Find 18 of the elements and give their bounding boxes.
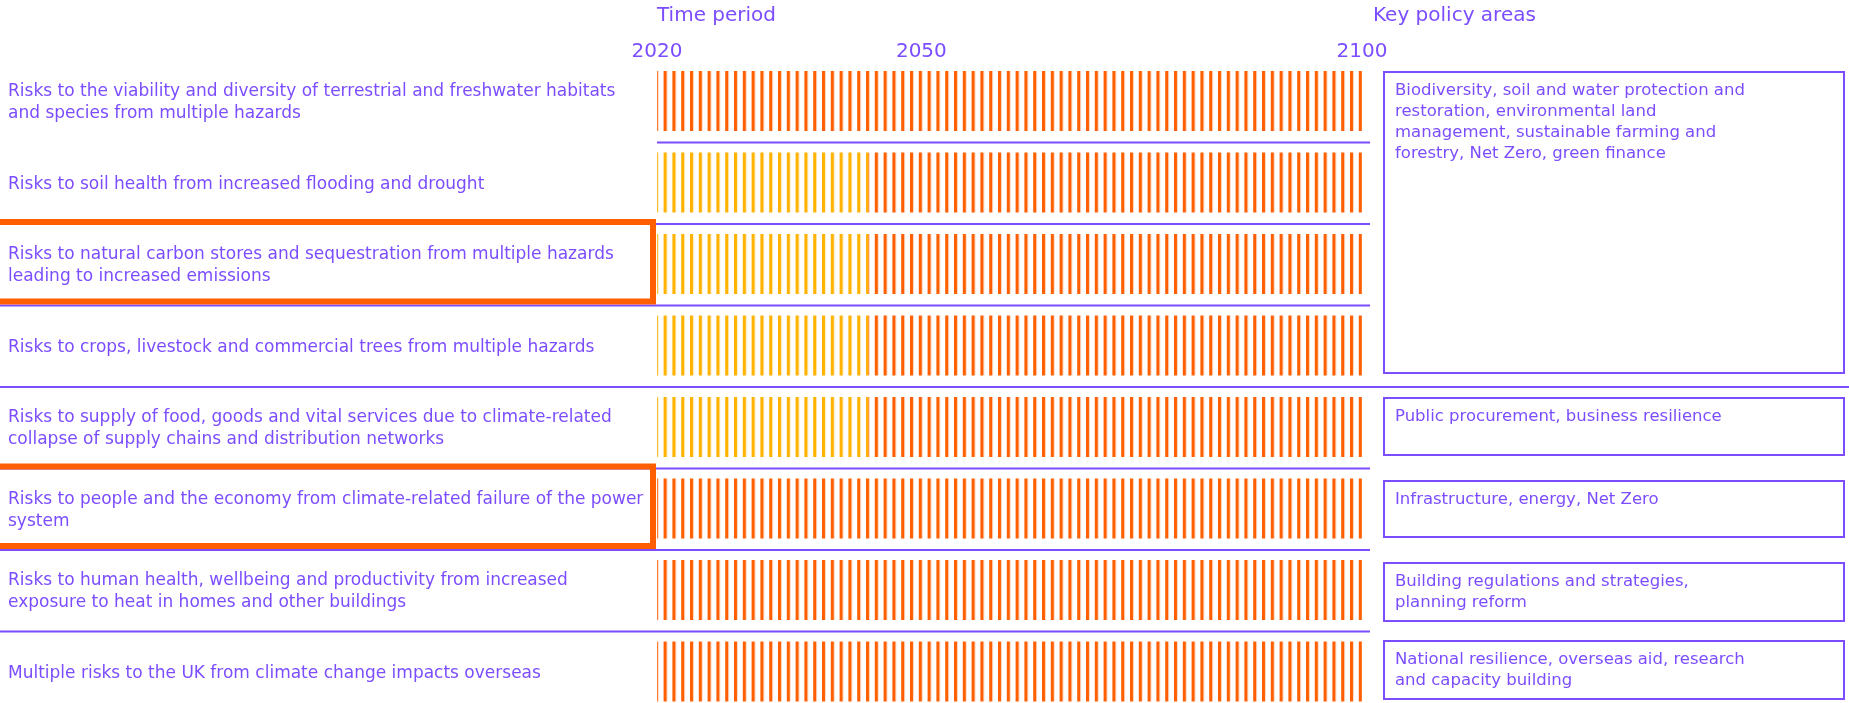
text: Infrastructure, energy, Net Zero — [1395, 488, 1660, 509]
text: Public procurement, business resilience — [1395, 405, 1723, 426]
x-axis-title: Time period — [657, 2, 777, 26]
text: Key policy areas — [1373, 2, 1536, 26]
y-tick-label: Risks to people and the economy from climate-related failure of the power system — [8, 486, 645, 531]
y-tick-label: Risks to soil health from increased flooding and drought — [8, 171, 486, 194]
y-tick-label: Risks to supply of food, goods and vital services due to climate-related collapse of supply chains and distribution networks — [8, 405, 613, 449]
y-tick-label: Risks to natural carbon stores and sequestration from multiple hazards leading to increased emissions — [8, 242, 615, 286]
y-tick-label: Risks to human health, wellbeing and productivity from increased exposure to heat in homes and other buildings — [8, 568, 569, 612]
text: National resilience, overseas aid, research and capacity building — [1395, 648, 1746, 690]
text: Biodiversity, soil and water protection and restoration, environmental land management, sustainable farming and forestry, Net Zero, green finance — [1395, 79, 1746, 163]
y-tick-label: Risks to crops, livestock and commercial trees from multiple hazards — [8, 334, 596, 357]
y-tick-label: Multiple risks to the UK from climate change impacts overseas — [8, 660, 542, 683]
y-tick-label: Risks to the viability and diversity of terrestrial and freshwater habitats and species from multiple hazards — [8, 79, 617, 123]
x-tick-label: 2100 — [1336, 38, 1388, 62]
text: Building regulations and strategies, planning reform — [1395, 570, 1690, 612]
x-tick-label: 2050 — [895, 38, 947, 62]
x-tick-label: 2020 — [631, 38, 683, 62]
